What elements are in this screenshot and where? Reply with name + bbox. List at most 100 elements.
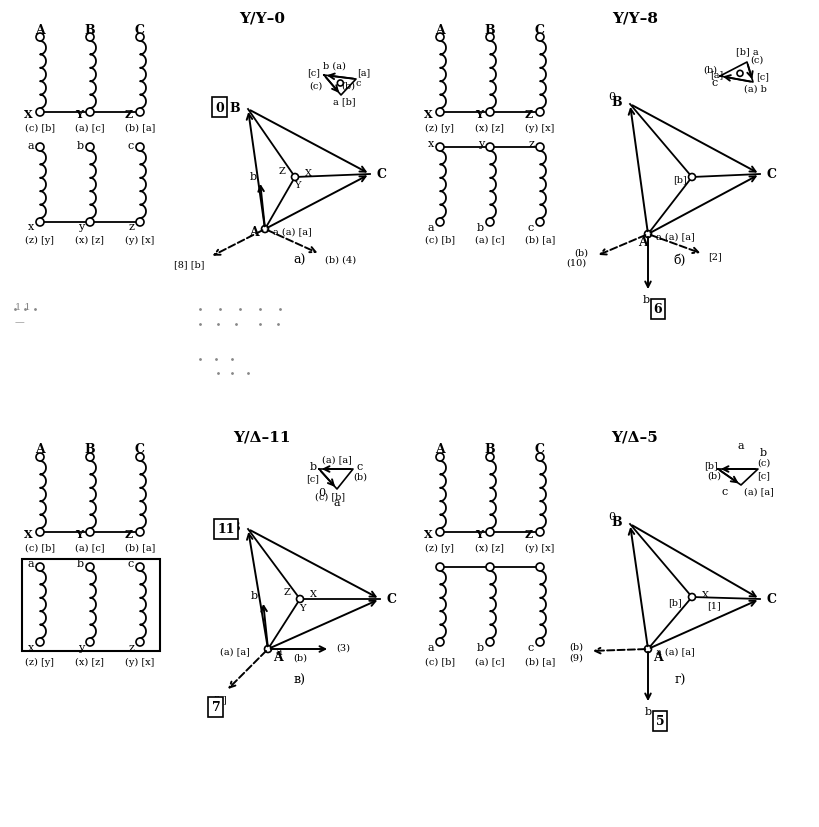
Text: (c) [b]: (c) [b] <box>424 657 455 666</box>
Circle shape <box>736 71 742 77</box>
Circle shape <box>136 109 144 117</box>
Text: (y) [x]: (y) [x] <box>125 235 155 244</box>
Circle shape <box>436 528 443 537</box>
Circle shape <box>644 646 651 653</box>
Text: (a) [c]: (a) [c] <box>474 235 505 244</box>
Text: c: c <box>527 643 533 653</box>
Text: [1]: [1] <box>706 600 720 609</box>
Text: C: C <box>387 593 396 605</box>
Text: B: B <box>84 23 95 36</box>
Text: Y/Δ–5: Y/Δ–5 <box>611 431 658 444</box>
Text: C: C <box>534 23 545 36</box>
Circle shape <box>36 528 44 537</box>
Text: Z: Z <box>524 109 532 121</box>
Text: Z: Z <box>524 528 532 540</box>
Circle shape <box>291 174 298 181</box>
Text: (c) [b]: (c) [b] <box>314 492 345 501</box>
Text: (b) [a]: (b) [a] <box>524 235 554 244</box>
Text: Z: Z <box>278 166 285 175</box>
Circle shape <box>36 34 44 42</box>
Text: 0: 0 <box>607 511 614 521</box>
Text: (z) [y]: (z) [y] <box>425 123 454 132</box>
Text: (b) [a]: (b) [a] <box>124 543 155 552</box>
Text: (z) [y]: (z) [y] <box>25 235 54 244</box>
Text: Y/Y–0: Y/Y–0 <box>238 11 285 25</box>
Text: (b): (b) <box>352 472 367 481</box>
Text: C: C <box>534 443 545 456</box>
Circle shape <box>261 227 268 233</box>
Text: X: X <box>424 528 432 540</box>
Circle shape <box>36 453 44 461</box>
Text: z: z <box>527 139 533 149</box>
Text: [b]: [b] <box>672 175 686 184</box>
Text: (y) [x]: (y) [x] <box>525 543 554 552</box>
Circle shape <box>644 232 651 238</box>
Circle shape <box>486 638 493 646</box>
Bar <box>22 559 160 651</box>
Text: [c]: [c] <box>306 474 319 483</box>
Circle shape <box>86 528 94 537</box>
Circle shape <box>536 34 543 42</box>
Circle shape <box>486 453 493 461</box>
Text: a (a) [a]: a (a) [a] <box>655 232 694 241</box>
Circle shape <box>36 638 44 646</box>
Text: A: A <box>637 237 647 249</box>
Text: b: b <box>477 222 483 232</box>
Text: X: X <box>305 169 311 177</box>
Text: —: — <box>15 318 25 327</box>
Text: (c) [b]: (c) [b] <box>424 235 455 244</box>
Text: (b): (b) <box>573 248 587 257</box>
Text: (a) [a]: (a) [a] <box>743 487 773 496</box>
Text: a: a <box>427 643 433 653</box>
Text: (z) [y]: (z) [y] <box>425 543 454 552</box>
Circle shape <box>486 34 493 42</box>
Text: c: c <box>355 79 360 88</box>
Circle shape <box>436 638 443 646</box>
Text: [b] a: [b] a <box>735 47 758 56</box>
Text: a: a <box>737 441 744 451</box>
Text: b: b <box>644 706 651 716</box>
Text: (c): (c) <box>749 55 762 65</box>
Text: a (a) [a]: a (a) [a] <box>655 647 694 656</box>
Text: C: C <box>377 169 387 181</box>
Circle shape <box>86 218 94 227</box>
Text: (x) [z]: (x) [z] <box>475 543 504 552</box>
Text: a: a <box>27 558 34 568</box>
Text: x: x <box>428 139 433 149</box>
Text: 7: 7 <box>211 700 220 714</box>
Text: c: c <box>721 486 727 496</box>
Text: C: C <box>135 443 145 456</box>
Text: (b) [a]: (b) [a] <box>124 123 155 132</box>
Circle shape <box>337 81 343 87</box>
Text: A: A <box>435 443 445 456</box>
Text: C: C <box>766 169 776 181</box>
Circle shape <box>36 109 44 117</box>
Text: Y: Y <box>474 528 482 540</box>
Text: X: X <box>424 109 432 121</box>
Circle shape <box>296 595 303 603</box>
Text: [8] [b]: [8] [b] <box>174 261 205 269</box>
Text: A: A <box>652 651 662 664</box>
Text: c: c <box>128 558 133 568</box>
Text: (a) [c]: (a) [c] <box>474 657 505 666</box>
Circle shape <box>536 144 543 152</box>
Text: A: A <box>249 227 259 239</box>
Circle shape <box>436 563 443 571</box>
Circle shape <box>36 144 44 152</box>
Text: 0: 0 <box>318 487 324 497</box>
Text: (9): (9) <box>568 653 582 662</box>
Text: Y: Y <box>474 109 482 121</box>
Text: b: b <box>477 643 483 653</box>
Text: Z: Z <box>283 588 290 597</box>
Circle shape <box>688 174 695 181</box>
Circle shape <box>136 144 144 152</box>
Text: [c]: [c] <box>757 471 770 480</box>
Text: Y: Y <box>293 181 300 190</box>
Circle shape <box>136 453 144 461</box>
Text: (a) [c]: (a) [c] <box>75 123 105 132</box>
Circle shape <box>536 453 543 461</box>
Text: [b]: [b] <box>704 461 717 470</box>
Text: b: b <box>310 461 317 471</box>
Text: 11: 11 <box>217 523 234 536</box>
Text: (c): (c) <box>757 458 770 467</box>
